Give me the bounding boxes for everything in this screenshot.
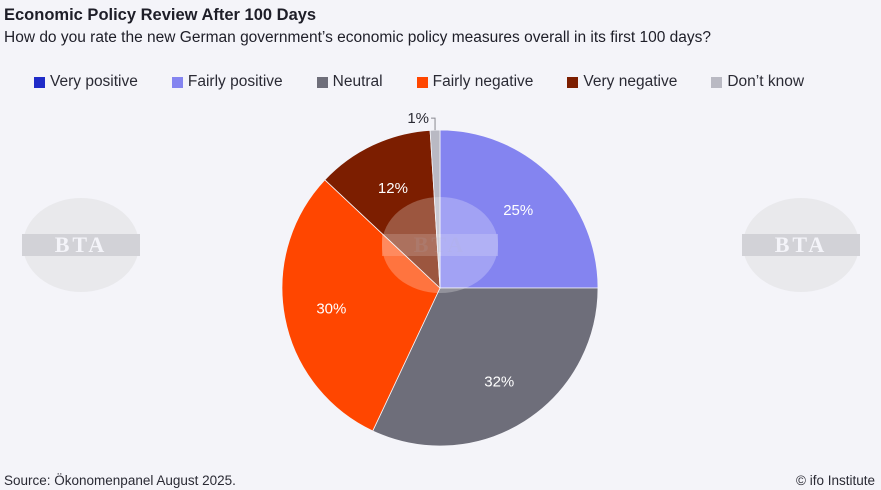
leader-line-dont-know [431,117,436,131]
legend-swatch-dont-know [711,76,723,88]
legend-label-very-negative: Very negative [583,73,678,90]
legend-item-fairly-positive: Fairly positive [171,73,283,91]
copyright-credit: © ifo Institute [796,473,875,488]
legend-item-neutral: Neutral [316,73,383,91]
pie-slice-neutral [372,287,599,447]
watermark-text-right: BTA [775,232,828,257]
pie-slices [281,129,599,447]
watermark-text-center: BTA [414,232,467,257]
legend-swatch-fairly-positive [171,76,183,88]
legend-label-neutral: Neutral [332,73,383,90]
legend: Very positive Fairly positive Neutral Fa… [34,73,804,91]
data-label-fairly-negative: 30% [316,301,346,318]
legend-label-very-positive: Very positive [50,73,138,90]
pie-data-labels: 25% 32% 30% 12% 1% [316,110,533,390]
legend-swatch-neutral [316,76,328,88]
data-label-neutral: 32% [484,373,514,390]
pie-slice-dont-know [429,129,441,289]
legend-swatch-very-positive [34,76,45,88]
bta-watermark-left: BTA [22,198,140,292]
data-label-fairly-positive: 25% [503,202,533,219]
legend-item-very-positive: Very positive [34,73,138,91]
watermark-text-left: BTA [55,232,108,257]
legend-item-very-negative: Very negative [567,73,677,91]
legend-label-dont-know: Don’t know [727,73,805,90]
bta-watermark-center: BTA [382,197,498,293]
legend-swatch-fairly-negative [416,76,428,88]
legend-label-fairly-positive: Fairly positive [187,73,283,90]
legend-label-fairly-negative: Fairly negative [432,73,534,90]
pie-slice-very-negative [324,129,441,289]
data-label-very-negative: 12% [378,180,408,197]
pie-slice-fairly-positive [439,129,599,289]
source-note: Source: Ökonomenpanel August 2025. [4,473,236,488]
data-label-dont-know: 1% [407,110,429,127]
legend-item-fairly-negative: Fairly negative [416,73,534,91]
pie-slice-fairly-negative [281,179,441,432]
chart-subtitle: How do you rate the new German governmen… [4,29,712,46]
legend-item-dont-know: Don’t know [711,73,804,91]
legend-swatch-very-negative [567,76,579,88]
chart-title: Economic Policy Review After 100 Days [4,6,317,24]
bta-watermark-right: BTA [742,198,860,292]
